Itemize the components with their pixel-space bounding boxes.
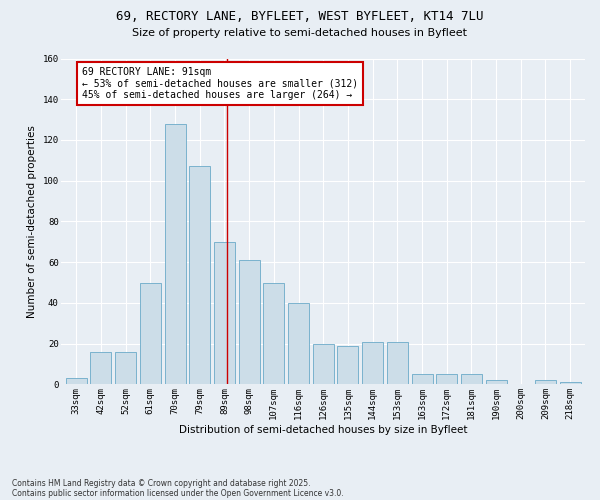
Text: 69 RECTORY LANE: 91sqm
← 53% of semi-detached houses are smaller (312)
45% of se: 69 RECTORY LANE: 91sqm ← 53% of semi-det…	[82, 66, 358, 100]
Y-axis label: Number of semi-detached properties: Number of semi-detached properties	[27, 125, 37, 318]
Bar	[412, 374, 433, 384]
Bar	[66, 378, 87, 384]
Bar	[337, 346, 358, 385]
Bar	[313, 344, 334, 384]
Bar	[485, 380, 506, 384]
Bar	[115, 352, 136, 384]
Bar	[239, 260, 260, 384]
Bar	[387, 342, 408, 384]
Text: Contains HM Land Registry data © Crown copyright and database right 2025.: Contains HM Land Registry data © Crown c…	[12, 478, 311, 488]
X-axis label: Distribution of semi-detached houses by size in Byfleet: Distribution of semi-detached houses by …	[179, 425, 467, 435]
Bar	[214, 242, 235, 384]
Bar	[362, 342, 383, 384]
Text: 69, RECTORY LANE, BYFLEET, WEST BYFLEET, KT14 7LU: 69, RECTORY LANE, BYFLEET, WEST BYFLEET,…	[116, 10, 484, 23]
Text: Size of property relative to semi-detached houses in Byfleet: Size of property relative to semi-detach…	[133, 28, 467, 38]
Bar	[189, 166, 210, 384]
Bar	[140, 282, 161, 384]
Bar	[91, 352, 112, 384]
Bar	[263, 282, 284, 384]
Bar	[436, 374, 457, 384]
Bar	[560, 382, 581, 384]
Bar	[461, 374, 482, 384]
Bar	[164, 124, 185, 384]
Text: Contains public sector information licensed under the Open Government Licence v3: Contains public sector information licen…	[12, 488, 344, 498]
Bar	[535, 380, 556, 384]
Bar	[288, 303, 309, 384]
